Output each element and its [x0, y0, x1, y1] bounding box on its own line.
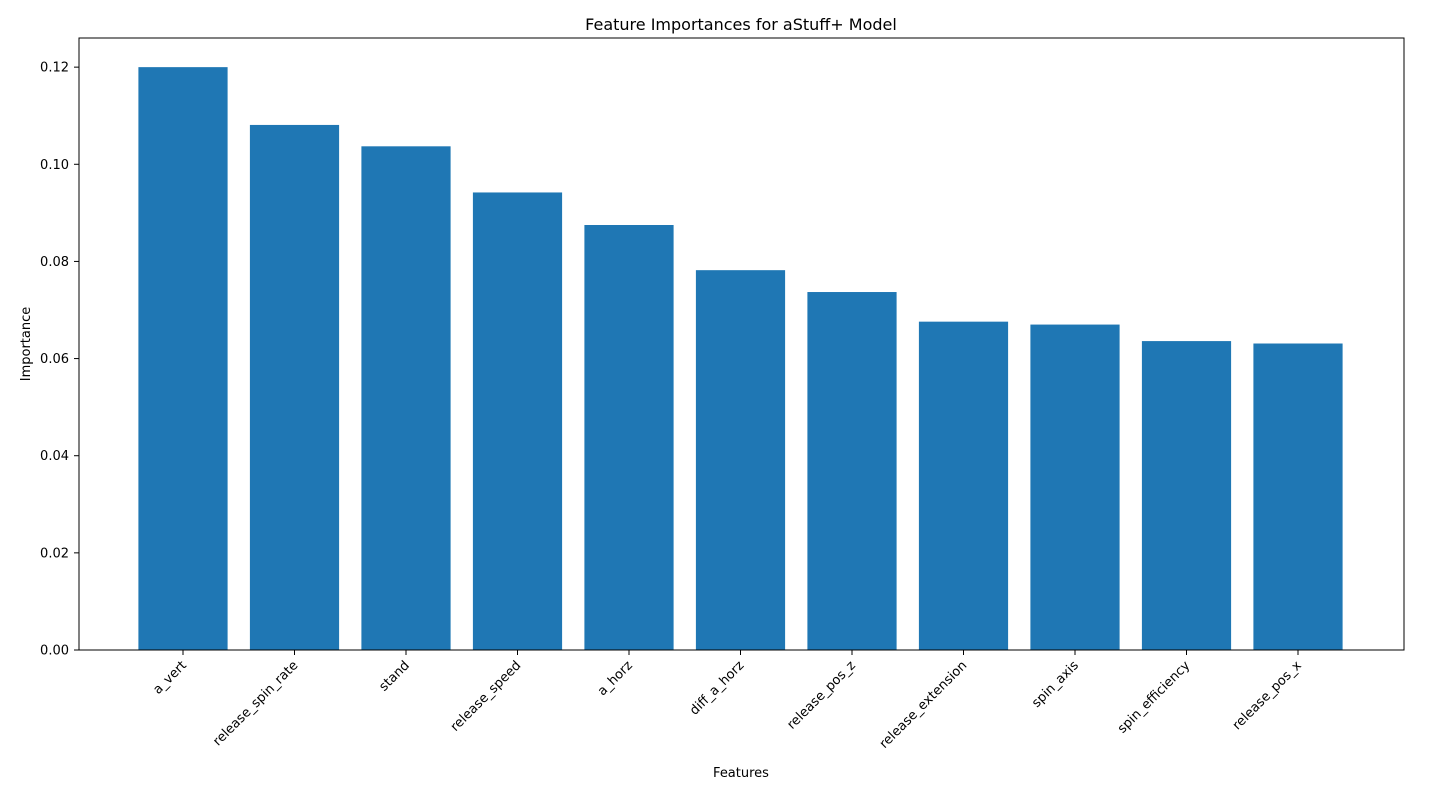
y-axis-label: Importance [19, 307, 34, 382]
bar-diff-a-horz [695, 270, 786, 650]
bar-release-spin-rate [249, 124, 340, 650]
y-axis: 0.00 0.02 0.04 0.06 0.08 0.10 0.12 [40, 61, 79, 659]
bar-release-extension [918, 321, 1009, 650]
bar-a-vert [138, 67, 228, 650]
y-tick-label: 0.04 [40, 449, 69, 464]
y-tick-label: 0.00 [40, 644, 69, 659]
bar-spin-axis [1030, 324, 1120, 650]
y-tick-label: 0.12 [40, 61, 69, 76]
bar-release-pos-x [1253, 343, 1343, 650]
bar-a-horz [584, 225, 674, 650]
bar-release-speed [472, 192, 563, 650]
bar-release-pos-z [807, 292, 897, 650]
y-tick-label: 0.06 [40, 352, 69, 367]
bar-stand [361, 146, 451, 650]
y-tick-label: 0.08 [40, 255, 69, 270]
bars-group [138, 67, 1343, 650]
chart-title: Feature Importances for aStuff+ Model [585, 15, 897, 34]
y-tick-label: 0.02 [40, 546, 69, 561]
x-axis-label: Features [713, 766, 769, 781]
plot-frame [78, 37, 1405, 651]
y-tick-label: 0.10 [40, 158, 69, 173]
bar-spin-efficiency [1141, 341, 1232, 650]
